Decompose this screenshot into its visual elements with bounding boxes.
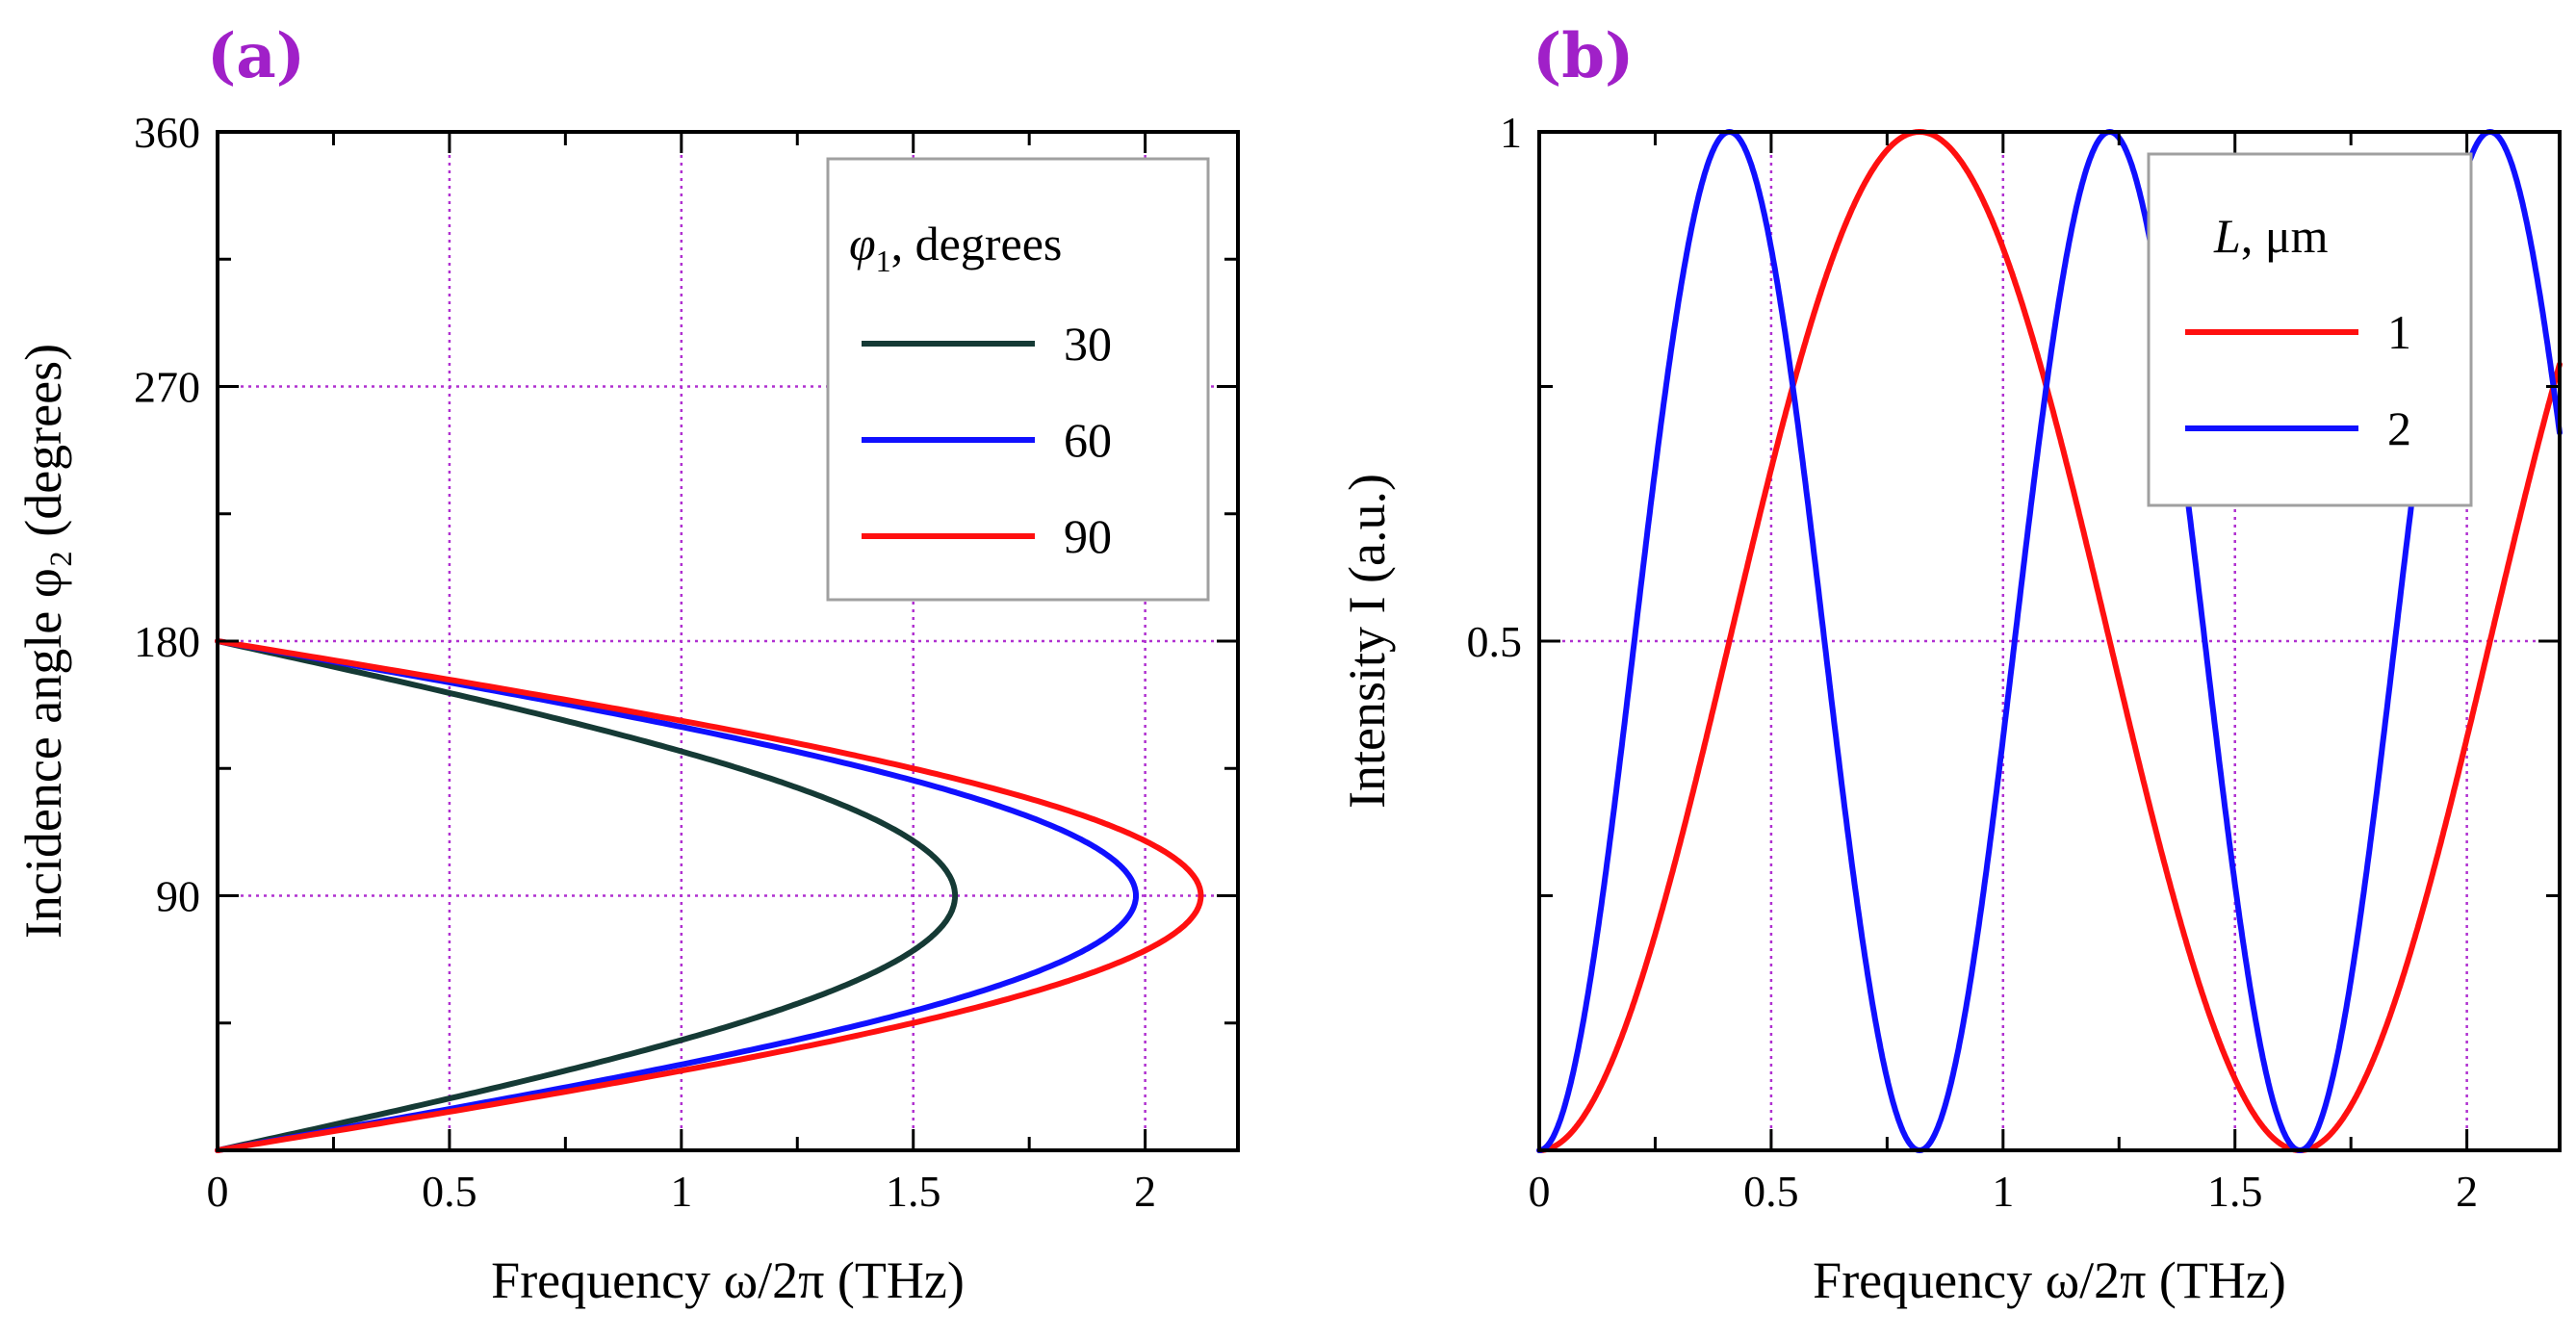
panel-b-y-tick-label: 1 xyxy=(1500,108,1522,157)
panel-a-label: (a) xyxy=(207,20,305,92)
panel-a-x-axis-label: Frequency ω/2π (THz) xyxy=(491,1251,965,1309)
panel-a-y-tick-label: 360 xyxy=(134,108,200,157)
panel-a-x-tick-label: 2 xyxy=(1134,1167,1156,1216)
panel-b-x-tick-label: 2 xyxy=(2456,1167,2478,1216)
panel-a-y-axis-label: Incidence angle φ₂ (degrees) xyxy=(14,344,72,939)
panel-b-x-tick-label: 1.5 xyxy=(2207,1167,2263,1216)
panel-b-legend-title: L, μm xyxy=(2213,209,2329,263)
panel-a-legend-title-sub: 1 xyxy=(876,244,891,278)
panel-a-y-tick-label: 90 xyxy=(156,872,200,921)
panel-b-x-tick-label: 0 xyxy=(1529,1167,1551,1216)
panel-a-y-tick-label: 270 xyxy=(134,363,200,412)
panel-b-x-tick-labels: 0 0.5 1 1.5 2 xyxy=(1529,1167,2479,1216)
panel-b-x-axis-label: Frequency ω/2π (THz) xyxy=(1813,1251,2286,1309)
panel-a-x-tick-labels: 0 0.5 1 1.5 2 xyxy=(207,1167,1157,1216)
panel-a-y-tick-labels: 90 180 270 360 xyxy=(134,108,200,921)
panel-b-legend-label-1: 1 xyxy=(2387,305,2411,359)
panel-a-x-tick-label: 1 xyxy=(670,1167,692,1216)
panel-b-y-tick-labels: 0.51 xyxy=(1467,108,1523,666)
panel-b-chart: (b) 0 0.5 1 1.5 2 0.51 Frequency ω/2π (THz) … xyxy=(1338,20,2563,1309)
panel-b-y-tick-label: 0.5 xyxy=(1467,617,1523,666)
panel-b-y-axis-label: Intensity I (a.u.) xyxy=(1338,474,1396,809)
panel-a-ticks xyxy=(216,130,1238,1150)
panel-b-label: (b) xyxy=(1533,20,1634,92)
panel-b-legend-label-2: 2 xyxy=(2387,401,2411,455)
panel-b-legend-title-rest: , μm xyxy=(2241,209,2329,263)
panel-b-ticks xyxy=(1537,130,2560,1150)
panel-a-legend-label-60: 60 xyxy=(1064,413,1112,467)
panel-a-x-tick-label: 1.5 xyxy=(886,1167,941,1216)
panel-a-legend-title: φ1, degrees xyxy=(849,217,1062,278)
panel-b-series-1 xyxy=(1536,129,2563,1153)
panel-a-chart: (a) 0 0.5 1 1.5 2 90 180 270 360 Frequency ω/2π… xyxy=(14,20,1240,1309)
panel-a-legend-label-30: 30 xyxy=(1064,317,1112,371)
panel-b-series xyxy=(1536,129,2563,1153)
panel-b-x-tick-label: 1 xyxy=(1992,1167,2014,1216)
panel-a-legend-title-symbol: φ xyxy=(849,217,876,270)
panel-b-x-tick-label: 0.5 xyxy=(1743,1167,1799,1216)
panel-a-legend: φ1, degrees 30 60 90 xyxy=(826,157,1210,602)
panel-b-legend: L, μm 1 2 xyxy=(2147,152,2473,507)
panel-a-x-tick-label: 0 xyxy=(207,1167,229,1216)
panel-b-series-2 xyxy=(1536,129,2563,1153)
panel-a-y-tick-label: 180 xyxy=(134,617,200,666)
panel-a-legend-title-rest: , degrees xyxy=(891,217,1063,270)
panel-a-x-tick-label: 0.5 xyxy=(422,1167,477,1216)
panel-a-legend-label-90: 90 xyxy=(1064,509,1112,563)
panel-b-legend-title-symbol: L xyxy=(2213,209,2241,263)
panel-a-legend-box xyxy=(826,157,1210,602)
